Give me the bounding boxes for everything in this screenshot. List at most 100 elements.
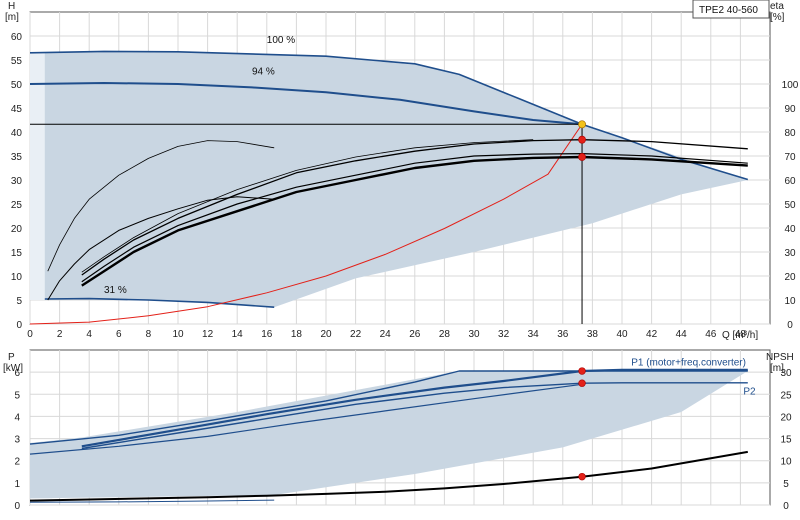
flow-tick-5: 10: [172, 329, 184, 340]
flow-tick-9: 18: [291, 329, 303, 340]
head-axis-symbol: H: [8, 1, 15, 12]
npsh-tick-0: 0: [783, 501, 789, 512]
eta-tick-10: 100: [782, 80, 799, 91]
head-tick-5: 25: [11, 200, 23, 211]
npsh-tick-5: 25: [780, 390, 792, 401]
flow-tick-14: 28: [439, 329, 451, 340]
power-series-label-1: P2: [743, 386, 756, 397]
power-series-5: [29, 499, 275, 503]
duty-marker-0: [578, 120, 586, 129]
speed-label-0: 100 %: [267, 35, 295, 46]
power-tick-4: 4: [14, 412, 20, 423]
npsh-tick-4: 20: [780, 412, 792, 423]
flow-tick-6: 12: [202, 329, 214, 340]
power-tick-labels: 0 1 2 3 4 5 6: [14, 368, 20, 512]
eta-tick-6: 60: [784, 176, 796, 187]
npsh-axis-unit: [m]: [770, 363, 784, 374]
head-series-0: [29, 50, 749, 181]
flow-tick-15: 30: [468, 329, 480, 340]
npsh-axis-symbol: NPSH: [766, 352, 794, 363]
pump-model-label: TPE2 40-560: [699, 5, 758, 16]
power-series-1: [81, 368, 748, 448]
eta-tick-3: 30: [784, 248, 796, 259]
npsh-tick-2: 10: [780, 457, 792, 468]
eta-axis-unit: [%]: [770, 12, 785, 23]
power-axis-unit: [kW]: [3, 363, 23, 374]
flow-tick-3: 6: [116, 329, 122, 340]
power-series-labels: P1 (motor+freq.converter) P2: [631, 358, 756, 398]
head-tick-9: 45: [11, 104, 23, 115]
power-series-3: [29, 383, 583, 455]
flow-tick-19: 38: [587, 329, 599, 340]
flow-tick-8: 16: [261, 329, 273, 340]
eta-tick-5: 50: [784, 200, 796, 211]
flow-tick-4: 8: [146, 329, 152, 340]
head-tick-12: 60: [11, 32, 23, 43]
power-marker-1: [578, 379, 586, 387]
speed-curve-labels: 100 % 94 % 31 %: [104, 35, 295, 296]
flow-tick-2: 4: [86, 329, 92, 340]
head-series-9: [47, 196, 275, 301]
head-tick-1: 5: [16, 296, 22, 307]
head-series-10: [47, 140, 275, 272]
power-series-2: [81, 382, 748, 450]
power-duty-markers: [578, 367, 586, 481]
operating-envelope: [44, 51, 748, 308]
eta-axis-symbol: eta: [770, 1, 784, 12]
power-tick-6: 6: [14, 368, 20, 379]
head-tick-labels: 0 5 10 15 20 25 30 35 40 45 50 55 60: [11, 32, 23, 331]
flow-tick-11: 22: [350, 329, 362, 340]
head-series-1: [29, 82, 583, 126]
head-series-8: [81, 139, 534, 273]
eta-tick-7: 70: [784, 152, 796, 163]
flow-tick-22: 44: [676, 329, 688, 340]
head-tick-6: 30: [11, 176, 23, 187]
head-tick-8: 40: [11, 128, 23, 139]
npsh-tick-3: 15: [780, 435, 792, 446]
speed-label-2: 31 %: [104, 285, 127, 296]
head-tick-11: 55: [11, 56, 23, 67]
power-axis-symbol: P: [8, 352, 15, 363]
npsh-tick-6: 30: [780, 368, 792, 379]
power-marker-0: [578, 367, 586, 375]
head-series-2: [44, 297, 275, 308]
power-tick-3: 3: [14, 435, 20, 446]
duty-marker-1: [578, 135, 586, 144]
model-label-box: [692, 0, 770, 19]
power-envelope: [30, 371, 748, 499]
flow-tick-24: 48: [735, 329, 747, 340]
power-npsh-chart: 0 1 2 3 4 5 6 0 5 10 15 20 25 30 P1 (motor+freq.conv…: [3, 349, 794, 512]
power-series-label-0: P1 (motor+freq.converter): [631, 358, 746, 369]
flow-tick-12: 24: [380, 329, 392, 340]
flow-tick-20: 40: [616, 329, 628, 340]
power-tick-1: 1: [14, 479, 20, 490]
power-tick-0: 0: [14, 501, 20, 512]
power-tick-5: 5: [14, 390, 20, 401]
head-efficiency-chart: 0 2 4 6 8 10 12 14 16 18 20 22 24 26 28 30 32 34 36 38 40 42 4…: [5, 0, 799, 341]
flow-tick-16: 32: [498, 329, 510, 340]
head-tick-0: 0: [16, 320, 22, 331]
head-axis-unit: [m]: [5, 12, 19, 23]
eta-tick-0: 0: [787, 320, 793, 331]
flow-tick-18: 36: [557, 329, 569, 340]
eta-tick-4: 40: [784, 224, 796, 235]
power-series-4: [29, 450, 748, 502]
eta-tick-1: 10: [784, 296, 796, 307]
head-tick-7: 35: [11, 152, 23, 163]
head-tick-4: 20: [11, 224, 23, 235]
head-tick-10: 50: [11, 80, 23, 91]
duty-marker-2: [578, 153, 586, 161]
efficiency-tick-labels: 0 10 20 30 40 50 60 70 80 90 100: [782, 80, 799, 331]
flow-axis-label: Q [m³/h]: [722, 330, 758, 341]
flow-tick-21: 42: [646, 329, 658, 340]
flow-tick-23: 46: [705, 329, 717, 340]
eta-tick-2: 20: [784, 272, 796, 283]
head-tick-3: 15: [11, 248, 23, 259]
head-series-4: [29, 124, 583, 325]
npsh-tick-labels: 0 5 10 15 20 25 30: [780, 368, 792, 512]
flow-tick-labels: 0 2 4 6 8 10 12 14 16 18 20 22 24 26 28 30 32 34 36 38 40 42 4…: [27, 329, 746, 340]
power-series-0: [29, 370, 748, 445]
head-tick-2: 10: [11, 272, 23, 283]
flow-tick-10: 20: [320, 329, 332, 340]
